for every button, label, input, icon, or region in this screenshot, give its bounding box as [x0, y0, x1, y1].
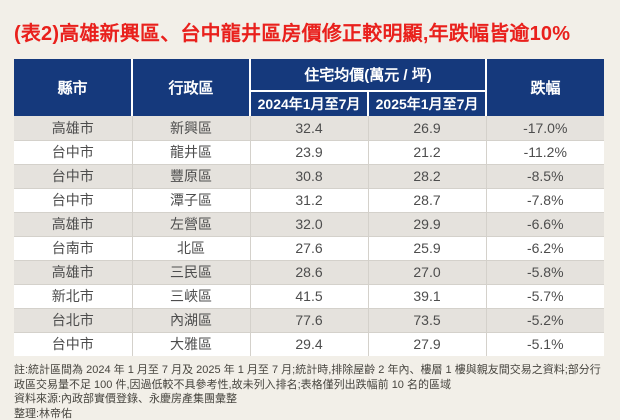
cell-avg-2025: 25.9 [367, 235, 486, 260]
cell-district: 新興區 [131, 116, 250, 140]
cell-district: 三峽區 [131, 283, 250, 308]
table-row: 台中市 龍井區 23.9 21.2 -11.2% [14, 139, 604, 164]
cell-county: 台中市 [14, 187, 132, 212]
table-row: 台中市 潭子區 31.2 28.7 -7.8% [14, 187, 604, 212]
header-period-2025: 2025年1月至7月 [367, 91, 486, 116]
header-decline: 跌幅 [485, 59, 604, 116]
cell-county: 台北市 [14, 307, 132, 332]
cell-avg-2025: 28.2 [367, 163, 486, 188]
cell-avg-2025: 29.9 [367, 211, 486, 236]
cell-avg-2024: 30.8 [249, 163, 368, 188]
cell-district: 三民區 [131, 259, 250, 284]
cell-decline: -11.2% [485, 139, 604, 164]
table-row: 台中市 大雅區 29.4 27.9 -5.1% [14, 331, 604, 356]
cell-avg-2024: 32.0 [249, 211, 368, 236]
cell-county: 高雄市 [14, 259, 132, 284]
table-row: 台南市 北區 27.6 25.9 -6.2% [14, 235, 604, 260]
cell-district: 潭子區 [131, 187, 250, 212]
footnotes: 註:統計區間為 2024 年 1 月至 7 月及 2025 年 1 月至 7 月… [14, 363, 605, 420]
cell-decline: -17.0% [485, 116, 604, 140]
cell-avg-2024: 23.9 [249, 139, 368, 164]
cell-avg-2024: 28.6 [249, 259, 368, 284]
header-price-group: 住宅均價(萬元 / 坪) [249, 59, 486, 92]
table-header: 縣市 行政區 住宅均價(萬元 / 坪) 跌幅 2024年1月至7月 2025年1… [14, 59, 604, 116]
header-period-2024: 2024年1月至7月 [249, 91, 368, 116]
cell-county: 台中市 [14, 139, 132, 164]
footnote-note: 註:統計區間為 2024 年 1 月至 7 月及 2025 年 1 月至 7 月… [14, 364, 601, 391]
cell-county: 台南市 [14, 235, 132, 260]
table-row: 台北市 內湖區 77.6 73.5 -5.2% [14, 307, 604, 332]
table-row: 高雄市 三民區 28.6 27.0 -5.8% [14, 259, 604, 284]
header-county: 縣市 [14, 59, 132, 116]
cell-decline: -8.5% [485, 163, 604, 188]
cell-avg-2025: 26.9 [367, 116, 486, 140]
cell-avg-2025: 27.9 [367, 331, 486, 356]
cell-county: 台中市 [14, 163, 132, 188]
cell-avg-2025: 21.2 [367, 139, 486, 164]
footnote-editor: 整理:林帝佑 [14, 407, 73, 420]
footnote-source: 資料來源:內政部實價登錄、永慶房產集團彙整 [14, 393, 238, 405]
table-body: 高雄市 新興區 32.4 26.9 -17.0% 台中市 龍井區 23.9 21… [14, 116, 604, 356]
table-row: 高雄市 新興區 32.4 26.9 -17.0% [14, 116, 604, 140]
cell-decline: -5.7% [485, 283, 604, 308]
cell-district: 左營區 [131, 211, 250, 236]
cell-avg-2024: 29.4 [249, 331, 368, 356]
cell-decline: -5.1% [485, 331, 604, 356]
cell-avg-2024: 31.2 [249, 187, 368, 212]
cell-county: 新北市 [14, 283, 132, 308]
cell-decline: -7.8% [485, 187, 604, 212]
cell-county: 高雄市 [14, 116, 132, 140]
cell-decline: -5.8% [485, 259, 604, 284]
cell-county: 高雄市 [14, 211, 132, 236]
cell-avg-2024: 32.4 [249, 116, 368, 140]
cell-district: 龍井區 [131, 139, 250, 164]
table-row: 新北市 三峽區 41.5 39.1 -5.7% [14, 283, 604, 308]
housing-price-table: 縣市 行政區 住宅均價(萬元 / 坪) 跌幅 2024年1月至7月 2025年1… [14, 59, 604, 356]
cell-decline: -5.2% [485, 307, 604, 332]
cell-district: 大雅區 [131, 331, 250, 356]
cell-avg-2024: 77.6 [249, 307, 368, 332]
table-row: 台中市 豐原區 30.8 28.2 -8.5% [14, 163, 604, 188]
cell-avg-2024: 41.5 [249, 283, 368, 308]
cell-avg-2025: 27.0 [367, 259, 486, 284]
figure-title: (表2)高雄新興區、台中龍井區房價修正較明顯,年跌幅皆逾10% [14, 23, 571, 45]
cell-district: 豐原區 [131, 163, 250, 188]
cell-county: 台中市 [14, 331, 132, 356]
cell-decline: -6.6% [485, 211, 604, 236]
header-district: 行政區 [131, 59, 250, 116]
cell-district: 北區 [131, 235, 250, 260]
cell-avg-2025: 28.7 [367, 187, 486, 212]
table-row: 高雄市 左營區 32.0 29.9 -6.6% [14, 211, 604, 236]
cell-avg-2024: 27.6 [249, 235, 368, 260]
cell-avg-2025: 73.5 [367, 307, 486, 332]
cell-district: 內湖區 [131, 307, 250, 332]
cell-avg-2025: 39.1 [367, 283, 486, 308]
cell-decline: -6.2% [485, 235, 604, 260]
